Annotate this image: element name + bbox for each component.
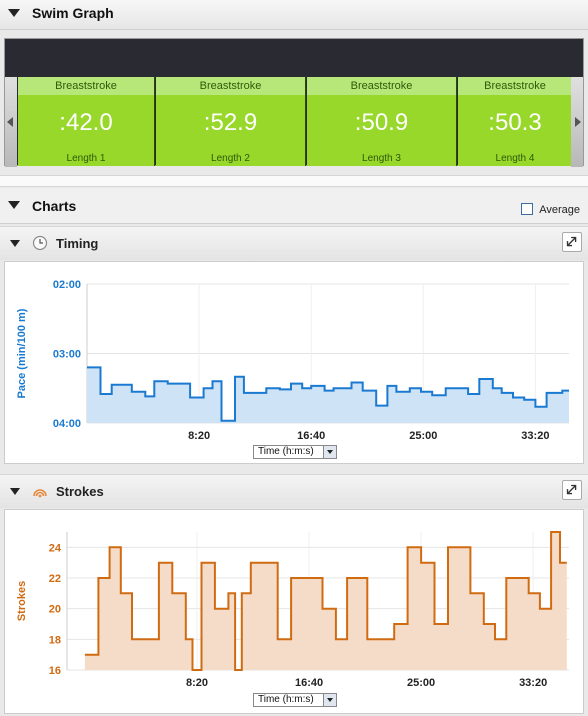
section-divider [0, 175, 588, 187]
length-time: :50.9 [354, 109, 409, 136]
timing-chart-panel: 02:00 03:00 04:00 8:20 16:40 25:00 33:20 Pace… [4, 261, 584, 464]
x-tick-label: 25:00 [407, 677, 435, 689]
strokes-x-unit-value: Time (h:m:s) [258, 694, 314, 705]
timing-header[interactable]: Timing [0, 226, 588, 260]
length-stroke: Breaststroke [307, 77, 456, 95]
average-toggle[interactable]: Average [521, 203, 580, 216]
x-tick-label: 16:40 [297, 430, 325, 442]
strokes-y-axis-label: Strokes [16, 581, 28, 621]
expand-icon [566, 484, 577, 495]
arrow-left-icon [7, 117, 13, 127]
expand-timing-button[interactable] [562, 232, 582, 252]
y-tick-label: 02:00 [53, 279, 81, 291]
y-tick-label: 18 [49, 634, 61, 646]
length-card-4[interactable]: Breaststroke :50.3 Length 4 [458, 77, 572, 166]
collapse-triangle-icon[interactable] [8, 9, 20, 17]
strokes-header[interactable]: Strokes [0, 474, 588, 508]
length-name: Length 1 [66, 153, 106, 164]
collapse-triangle-icon[interactable] [10, 488, 20, 495]
y-tick-label: 04:00 [53, 418, 81, 430]
swim-graph-strip: Breaststroke :42.0 Length 1 Breaststroke… [4, 38, 584, 167]
timing-line [87, 366, 569, 422]
strokes-y-axis: 16 18 20 22 24 [49, 542, 62, 677]
strokes-title: Strokes [56, 484, 104, 499]
strokes-x-axis: 8:20 16:40 25:00 33:20 [186, 677, 547, 689]
timing-x-axis: 8:20 16:40 25:00 33:20 [188, 430, 549, 442]
average-label: Average [539, 204, 580, 216]
charts-header[interactable]: Charts Average [0, 188, 588, 224]
strokes-area [84, 532, 567, 670]
length-name: Length 3 [362, 153, 401, 164]
timing-title: Timing [56, 236, 99, 251]
clock-icon [32, 235, 48, 251]
x-tick-label: 25:00 [409, 430, 437, 442]
length-time: :52.9 [203, 109, 258, 136]
timing-x-unit-select[interactable]: Time (h:m:s) [253, 445, 337, 459]
chevron-down-icon[interactable] [323, 446, 336, 458]
x-tick-label: 33:20 [519, 677, 547, 689]
swim-graph-header[interactable]: Swim Graph [0, 0, 588, 30]
length-card-1[interactable]: Breaststroke :42.0 Length 1 [18, 77, 155, 166]
timing-y-axis: 02:00 03:00 04:00 [53, 279, 81, 430]
arrow-right-icon [575, 117, 581, 127]
length-time: :50.3 [488, 109, 542, 136]
length-name: Length 2 [211, 153, 250, 164]
length-stroke: Breaststroke [156, 77, 305, 95]
expand-strokes-button[interactable] [562, 480, 582, 500]
scroll-right-button[interactable] [571, 77, 583, 167]
timing-series [87, 366, 569, 423]
strokes-chart-panel: 16 18 20 22 24 8:20 16:40 25:00 33:20 Strokes T… [4, 509, 584, 714]
collapse-triangle-icon[interactable] [10, 240, 20, 247]
strokes-chart: 16 18 20 22 24 8:20 16:40 25:00 33:20 Strokes [16, 531, 569, 689]
y-tick-label: 24 [49, 542, 62, 554]
x-tick-label: 16:40 [295, 677, 323, 689]
x-tick-label: 8:20 [186, 677, 208, 689]
y-tick-label: 03:00 [53, 349, 81, 361]
y-tick-label: 20 [49, 604, 61, 616]
timing-x-unit-value: Time (h:m:s) [258, 446, 314, 457]
expand-icon [566, 236, 577, 247]
average-checkbox[interactable] [521, 203, 534, 215]
strokes-series [84, 531, 567, 671]
scroll-left-button[interactable] [5, 77, 17, 167]
collapse-triangle-icon[interactable] [8, 201, 20, 209]
chevron-down-icon[interactable] [323, 694, 336, 706]
timing-y-axis-label: Pace (min/100 m) [16, 308, 28, 398]
timing-chart: 02:00 03:00 04:00 8:20 16:40 25:00 33:20 Pace… [16, 279, 569, 442]
strokes-line [84, 531, 567, 671]
charts-title: Charts [32, 198, 77, 214]
x-tick-label: 8:20 [188, 430, 210, 442]
length-name: Length 4 [495, 153, 535, 164]
length-time: :42.0 [59, 109, 113, 136]
length-stroke: Breaststroke [458, 77, 572, 95]
length-card-2[interactable]: Breaststroke :52.9 Length 2 [156, 77, 306, 166]
swim-graph-title: Swim Graph [32, 5, 114, 21]
y-tick-label: 16 [49, 665, 61, 677]
x-tick-label: 33:20 [521, 430, 549, 442]
y-tick-label: 22 [49, 573, 61, 585]
length-stroke: Breaststroke [18, 77, 154, 95]
timing-area [87, 367, 569, 423]
length-card-3[interactable]: Breaststroke :50.9 Length 3 [307, 77, 457, 166]
strokes-icon [33, 489, 47, 498]
strokes-x-unit-select[interactable]: Time (h:m:s) [253, 693, 337, 707]
